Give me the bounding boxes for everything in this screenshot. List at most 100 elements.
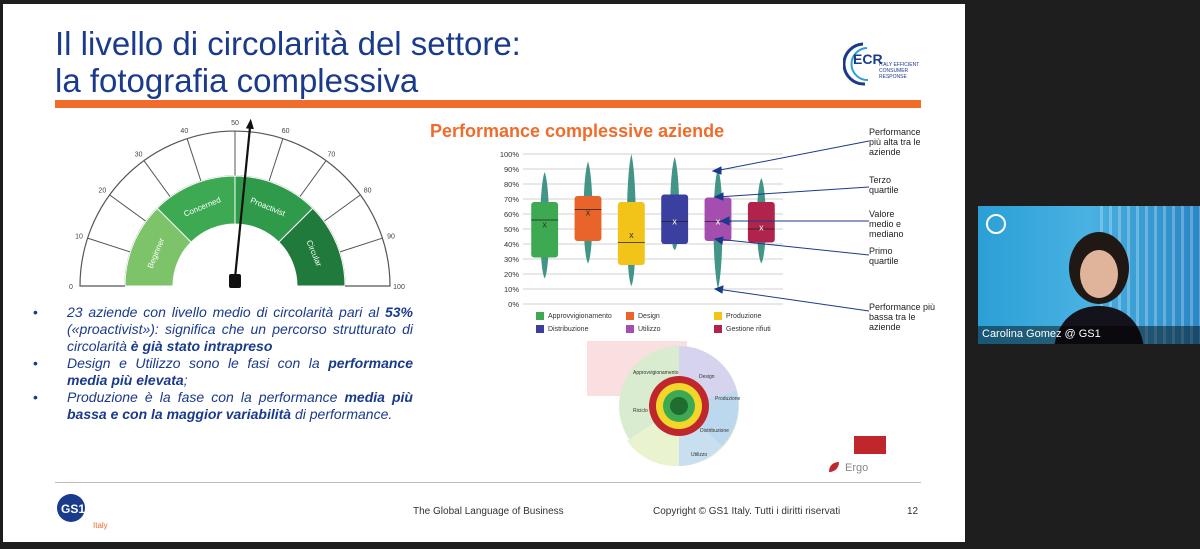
wheel-label-produzione: Produzione bbox=[715, 396, 741, 402]
gauge-tick-label: 70 bbox=[327, 151, 335, 158]
box-mean-marker: x bbox=[629, 230, 634, 240]
gauge-tick-label: 90 bbox=[387, 233, 395, 240]
bullet-item: • Produzione è la fase con la performance… bbox=[23, 389, 413, 423]
annotation-min: Performance più bassa tra le aziende bbox=[869, 302, 936, 332]
box-body bbox=[704, 197, 732, 241]
box-mean-marker: x bbox=[759, 223, 764, 233]
title-underline-bar bbox=[55, 100, 921, 108]
slide-page-number: 12 bbox=[907, 506, 919, 517]
legend-label: Produzione bbox=[726, 312, 762, 320]
legend-item: Gestione rifiuti bbox=[714, 325, 771, 333]
wheel-label-utilizzo: Utilizzo bbox=[691, 452, 708, 458]
bullet-text: 23 aziende con livello medio di circolar… bbox=[67, 304, 385, 320]
legend-label: Design bbox=[638, 312, 660, 320]
gauge-tick-label: 20 bbox=[98, 188, 106, 195]
y-tick-label: 60% bbox=[504, 210, 519, 219]
box-mean-marker: x bbox=[672, 217, 677, 227]
wheel-label-distribuzione: Distribuzione bbox=[700, 428, 729, 434]
legend-label: Distribuzione bbox=[548, 325, 589, 333]
bullet-item: • Design e Utilizzo sono le fasi con la p… bbox=[23, 355, 413, 389]
y-tick-label: 0% bbox=[508, 300, 519, 309]
presentation-slide: Il livello di circolarità del settore: l… bbox=[3, 4, 965, 542]
slide-title-line-2: la fotografia complessiva bbox=[55, 62, 419, 99]
circular-economy-wheel bbox=[587, 341, 739, 467]
gauge-needle bbox=[233, 124, 252, 279]
participant-avatar bbox=[1054, 232, 1144, 344]
legend-item: Produzione bbox=[714, 312, 761, 320]
wheel-label-riciclo: Riciclo bbox=[633, 408, 648, 414]
box-body bbox=[574, 196, 602, 241]
sustainability-logo-icon bbox=[854, 436, 886, 454]
box-body bbox=[531, 202, 559, 258]
gauge-tick-label: 10 bbox=[75, 233, 83, 240]
bullet-text: 53% bbox=[384, 304, 413, 320]
bullet-text: performance media più elevata bbox=[67, 355, 413, 388]
annotation-mean-median: Valore medio e mediano bbox=[869, 209, 904, 239]
bullet-text: di performance. bbox=[291, 406, 393, 422]
chart-title: Performance complessive aziende bbox=[430, 121, 725, 141]
bullet-text: media più bassa e con la maggior variabi… bbox=[67, 389, 413, 422]
gauge-needle-hub bbox=[229, 274, 241, 288]
bullet-text: Produzione è la fase con la performance bbox=[67, 389, 345, 405]
gauge-tick-line bbox=[323, 194, 361, 222]
bullet-text: ; bbox=[183, 372, 188, 388]
participant-video-tile[interactable]: Carolina Gomez @ GS1 bbox=[978, 206, 1200, 344]
legend-swatch bbox=[626, 325, 634, 333]
y-tick-label: 20% bbox=[504, 270, 519, 279]
gauge-tick-label: 50 bbox=[231, 120, 239, 127]
box-mean-marker: x bbox=[586, 208, 591, 218]
y-tick-label: 100% bbox=[500, 150, 520, 159]
bullet-marker: • bbox=[33, 355, 38, 371]
wheel-label-approvvigionamento: Approvvigionamento bbox=[633, 370, 679, 376]
gauge-tick-label: 40 bbox=[180, 128, 188, 135]
gs1-logo-text: GS1 bbox=[61, 502, 85, 516]
gauge-tick-line bbox=[268, 138, 284, 182]
gauge-tick-line bbox=[109, 194, 147, 222]
annotation-q3: Terzo quartile bbox=[869, 175, 899, 195]
ergo-leaf-icon bbox=[829, 462, 839, 472]
bullet-marker: • bbox=[33, 389, 38, 405]
bullet-text: è già stato intrapreso bbox=[130, 338, 273, 354]
box-mean-marker: x bbox=[542, 220, 547, 230]
legend-label: Approvvigionamento bbox=[548, 312, 612, 320]
bullet-text: Design e Utilizzo sono le fasi con la bbox=[67, 355, 329, 371]
gauge-tick-label: 0 bbox=[69, 284, 73, 291]
bullet-list: • 23 aziende con livello medio di circola… bbox=[23, 304, 413, 423]
legend-swatch bbox=[626, 312, 634, 320]
box-body bbox=[747, 202, 775, 243]
legend-item: Distribuzione bbox=[536, 325, 588, 333]
video-caption-bar: Carolina Gomez @ GS1 bbox=[978, 326, 1200, 344]
footer-tagline: The Global Language of Business bbox=[413, 506, 564, 517]
legend-item: Utilizzo bbox=[626, 325, 661, 333]
ecr-logo-icon bbox=[843, 42, 869, 86]
annotation-max: Performance più alta tra le aziende bbox=[869, 127, 921, 157]
gauge-tick-label: 80 bbox=[364, 188, 372, 195]
ergo-logo-text: Ergo bbox=[845, 462, 869, 474]
bullet-marker: • bbox=[33, 304, 38, 320]
footer-divider bbox=[55, 482, 921, 483]
gauge-needle-tip bbox=[245, 118, 254, 130]
box-body bbox=[661, 194, 689, 244]
legend-swatch bbox=[536, 325, 544, 333]
gs1-italy-label: Italy bbox=[93, 521, 108, 530]
ecr-logo-subtitle: ITALY EFFICIENT CONSUMER RESPONSE bbox=[879, 62, 920, 80]
y-tick-label: 70% bbox=[504, 195, 519, 204]
participant-name-label: Carolina Gomez @ GS1 bbox=[982, 328, 1101, 340]
bullet-text: («proactivist»): significa che un percor… bbox=[67, 321, 413, 354]
gauge-tick-line bbox=[143, 160, 171, 198]
y-tick-label: 10% bbox=[504, 285, 519, 294]
wheel-label-design: Design bbox=[699, 374, 715, 380]
gauge-tick-line bbox=[186, 138, 202, 182]
box-body bbox=[617, 202, 645, 265]
gs1-logo-icon: GS1 bbox=[57, 494, 85, 522]
gauge-tick-label: 60 bbox=[282, 128, 290, 135]
gauge-tick-line bbox=[339, 237, 383, 253]
legend-label: Gestione rifiuti bbox=[726, 325, 771, 333]
y-tick-label: 80% bbox=[504, 180, 519, 189]
annotation-q1: Primo quartile bbox=[869, 246, 899, 266]
legend-item: Approvvigionamento bbox=[536, 312, 612, 320]
gauge-tick-label: 100 bbox=[393, 284, 405, 291]
y-tick-label: 50% bbox=[504, 225, 519, 234]
slide-title-line-1: Il livello di circolarità del settore: bbox=[55, 25, 521, 62]
